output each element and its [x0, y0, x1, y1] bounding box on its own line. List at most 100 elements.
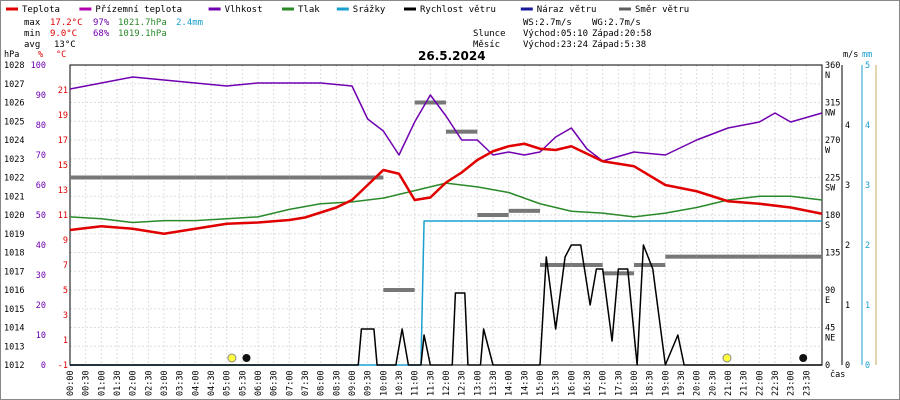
- x-tick-label: 15:00: [536, 370, 546, 396]
- x-tick-label: 08:30: [332, 370, 342, 396]
- x-tick-label: 15:30: [552, 370, 562, 396]
- wind-direction-mark: [571, 263, 603, 267]
- hpa-tick-label: 1018: [4, 249, 24, 259]
- wind-direction-mark: [289, 175, 321, 180]
- pct-axis-label: %: [38, 50, 43, 60]
- x-tick-label: 21:30: [740, 370, 750, 396]
- hpa-tick-label: 1015: [4, 305, 24, 315]
- x-tick-label: 11:30: [426, 370, 436, 396]
- hpa-tick-label: 1023: [4, 155, 24, 165]
- temp-tick-label: 3: [63, 311, 68, 321]
- x-tick-label: 18:00: [630, 370, 640, 396]
- wind-direction-mark: [790, 254, 822, 259]
- humidity-line: [69, 76, 823, 162]
- dir-tick-label: 135: [825, 249, 840, 259]
- info-block: WS:2.7m/s WG:2.7m/s Slunce Východ:05:10 …: [473, 18, 652, 50]
- temp-tick-label: 1: [63, 336, 68, 346]
- stats-min-hum: 68%: [93, 29, 110, 39]
- stats-block: max 17.2°C 97% 1021.7hPa 2.4mm min 9.0°C…: [24, 18, 203, 50]
- wind-direction-mark: [320, 175, 352, 180]
- legend-label: Tlak: [298, 5, 320, 15]
- temp-tick-label: 5: [63, 286, 68, 296]
- x-tick-label: 12:00: [442, 370, 452, 396]
- chart-title: 26.5.2024: [418, 49, 486, 63]
- pct-tick-label: 50: [36, 211, 46, 221]
- stats-min-temp: 9.0°C: [50, 29, 77, 39]
- x-tick-label: 06:00: [254, 370, 264, 396]
- x-tick-label: 18:30: [646, 370, 656, 396]
- moon-set: Západ:5:38: [592, 40, 646, 50]
- legend: Teplota Přízemní teplota Vlhkost Tlak Srážky…: [6, 5, 689, 15]
- x-tick-label: 05:30: [238, 370, 248, 396]
- x-tick-label: 05:00: [223, 370, 233, 396]
- dir-compass-label: W: [825, 146, 831, 156]
- wind-direction-mark: [164, 175, 196, 180]
- x-tick-label: 16:00: [567, 370, 577, 396]
- x-tick-label: 06:30: [270, 370, 280, 396]
- x-tick-label: 07:00: [285, 370, 295, 396]
- temp-tick-label: 21: [58, 86, 68, 96]
- x-tick-label: 12:30: [458, 370, 468, 396]
- x-tick-label: 20:30: [708, 370, 718, 396]
- wind-direction-mark: [70, 175, 102, 180]
- x-tick-label: 04:00: [191, 370, 201, 396]
- moon-label: Měsíc: [473, 40, 500, 50]
- temp-tick-label: -1: [58, 361, 68, 371]
- x-tick-label: 08:00: [317, 370, 327, 396]
- x-tick-label: 23:30: [802, 370, 812, 396]
- legend-label: Přízemní teplota: [95, 5, 182, 15]
- dir-compass-label: NW: [825, 109, 836, 119]
- mm-tick-label: 5: [865, 61, 870, 71]
- x-tick-label: 09:30: [364, 370, 374, 396]
- x-tick-label: 00:00: [66, 370, 76, 396]
- hpa-tick-label: 1017: [4, 267, 24, 277]
- dir-tick-label: 225: [825, 174, 840, 184]
- hpa-tick-label: 1021: [4, 192, 24, 202]
- hpa-axis-label: hPa: [4, 50, 19, 60]
- stats-min-label: min: [24, 29, 40, 39]
- wind-direction-mark: [759, 254, 791, 259]
- x-tick-label: 04:30: [207, 370, 217, 396]
- pct-tick-label: 40: [36, 241, 46, 251]
- legend-label: Srážky: [353, 5, 386, 15]
- temp-axis-label: °C: [56, 50, 66, 60]
- sun-set: Západ:20:58: [592, 29, 652, 39]
- hpa-tick-label: 1028: [4, 61, 24, 71]
- pct-tick-label: 80: [36, 121, 46, 131]
- x-tick-label: 21:00: [724, 370, 734, 396]
- x-tick-label: 01:00: [97, 370, 107, 396]
- hpa-tick-label: 1026: [4, 99, 24, 109]
- wind-direction-mark: [226, 175, 258, 180]
- x-tick-label: 22:30: [771, 370, 781, 396]
- x-tick-label: 03:30: [176, 370, 186, 396]
- ms-tick-label: 4: [845, 121, 850, 131]
- ms-tick-label: 3: [845, 181, 850, 191]
- pct-tick-label: 100: [31, 61, 46, 71]
- moon-rise: Východ:23:24: [523, 40, 588, 50]
- stats-max-temp: 17.2°C: [50, 18, 83, 28]
- x-tick-label: 03:00: [160, 370, 170, 396]
- x-tick-label: 16:30: [583, 370, 593, 396]
- x-tick-label: 13:30: [489, 370, 499, 396]
- hpa-tick-label: 1027: [4, 80, 24, 90]
- x-tick-label: 11:00: [411, 370, 421, 396]
- dir-compass-label: SW: [825, 184, 836, 194]
- legend-label: Rychlost větru: [420, 5, 496, 15]
- mm-tick-label: 4: [865, 121, 870, 131]
- hpa-tick-label: 1020: [4, 211, 24, 221]
- wind-direction-mark: [508, 208, 540, 213]
- x-tick-label: 19:00: [661, 370, 671, 396]
- dir-compass-label: N: [825, 71, 830, 81]
- dir-tick-label: 360: [825, 61, 840, 71]
- x-axis-label: čas: [830, 369, 845, 380]
- mm-tick-label: 3: [865, 181, 870, 191]
- x-tick-label: 07:30: [301, 370, 311, 396]
- legend-label: Směr větru: [635, 5, 689, 15]
- wind-direction-mark: [728, 254, 760, 259]
- ms-tick-label: 2: [845, 241, 850, 251]
- x-tick-label: 13:00: [473, 370, 483, 396]
- ms-tick-label: 1: [845, 301, 850, 311]
- mm-tick-label: 0: [865, 361, 870, 371]
- dir-tick-label: 315: [825, 99, 840, 109]
- series-layer: [69, 76, 823, 366]
